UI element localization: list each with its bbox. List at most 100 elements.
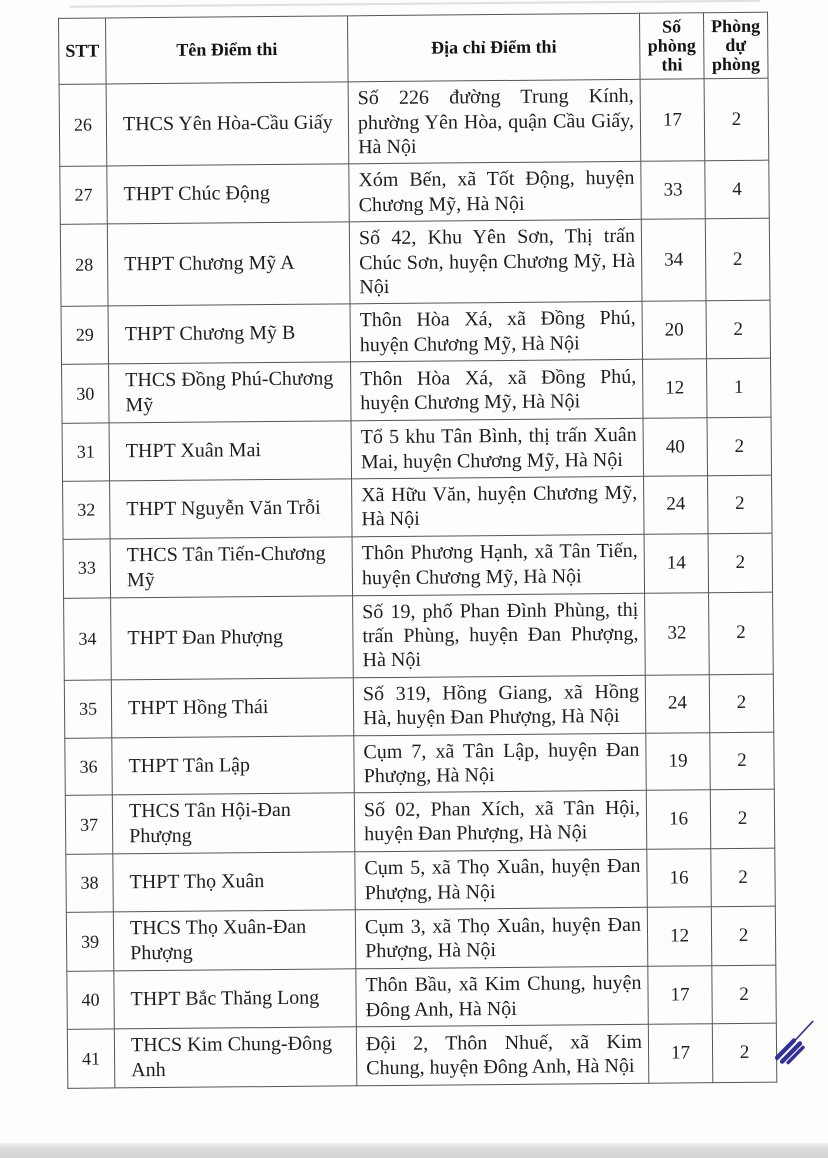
row-site-name: THCS Đồng Phú-Chương Mỹ xyxy=(108,361,352,424)
row-address: Cụm 3, xã Thọ Xuân, huyện Đan Phượng, Hà… xyxy=(355,907,648,970)
row-stt: 34 xyxy=(63,597,112,681)
row-room-count: 17 xyxy=(640,78,705,162)
row-room-count: 33 xyxy=(640,161,706,220)
table-row: 35 THPT Hồng Thái Số 319, Hồng Giang, xã… xyxy=(64,674,774,738)
row-site-name: THCS Thọ Xuân-Đan Phượng xyxy=(113,910,356,972)
row-backup-rooms: 2 xyxy=(704,78,769,162)
row-backup-rooms: 2 xyxy=(709,731,775,791)
row-backup-rooms: 1 xyxy=(706,358,772,418)
row-site-name: THPT Tân Lập xyxy=(111,735,355,796)
row-room-count: 16 xyxy=(646,849,712,908)
row-backup-rooms: 2 xyxy=(705,218,771,302)
row-stt: 29 xyxy=(61,306,109,365)
table-row: 31 THPT Xuân Mai Tổ 5 khu Tân Bình, thị … xyxy=(62,417,772,482)
exam-sites-table: STT Tên Điểm thi Địa chỉ Điểm thi Số phò… xyxy=(58,12,777,1089)
table-row: 39 THCS Thọ Xuân-Đan Phượng Cụm 3, xã Th… xyxy=(66,906,776,972)
row-backup-rooms: 2 xyxy=(712,1023,777,1083)
row-site-name: THPT Bắc Thăng Long xyxy=(113,969,357,1029)
row-address: Số 02, Phan Xích, xã Tân Hội, huyện Đan … xyxy=(354,790,647,853)
table-row: 38 THPT Thọ Xuân Cụm 5, xã Thọ Xuân, huy… xyxy=(65,848,776,913)
row-room-count: 32 xyxy=(644,592,710,676)
row-stt: 39 xyxy=(66,912,114,972)
row-room-count: 12 xyxy=(642,358,708,419)
row-stt: 33 xyxy=(63,538,111,599)
row-site-name: THCS Kim Chung-Đông Anh xyxy=(114,1026,357,1088)
row-room-count: 19 xyxy=(645,732,711,791)
header-row: STT Tên Điểm thi Địa chỉ Điểm thi Số phò… xyxy=(58,12,769,85)
table-row: 40 THPT Bắc Thăng Long Thôn Bầu, xã Kim … xyxy=(66,965,777,1030)
row-stt: 28 xyxy=(60,224,109,307)
row-stt: 27 xyxy=(59,166,108,225)
table-body: 26 THCS Yên Hòa-Cầu Giấy Số 226 đường Tr… xyxy=(59,78,777,1089)
row-stt: 38 xyxy=(65,854,114,913)
row-address: Xóm Bến, xã Tốt Động, huyện Chương Mỹ, H… xyxy=(348,161,642,223)
table-row: 34 THPT Đan Phượng Số 19, phố Phan Đình … xyxy=(63,591,774,681)
table-row: 41 THCS Kim Chung-Đông Anh Đội 2, Thôn N… xyxy=(67,1023,777,1089)
row-stt: 30 xyxy=(61,364,110,424)
col-header-site-name: Tên Điểm thi xyxy=(105,15,349,85)
row-backup-rooms: 2 xyxy=(708,532,773,593)
row-backup-rooms: 2 xyxy=(706,300,771,359)
row-site-name: THPT Nguyễn Văn Trỗi xyxy=(109,478,353,539)
row-site-name: THCS Tân Hội-Đan Phượng xyxy=(112,793,355,855)
row-room-count: 20 xyxy=(642,301,707,360)
table-header: STT Tên Điểm thi Địa chỉ Điểm thi Số phò… xyxy=(58,12,769,85)
row-address: Thôn Bầu, xã Kim Chung, huyện Đông Anh, … xyxy=(355,966,649,1027)
row-backup-rooms: 2 xyxy=(710,848,776,907)
row-room-count: 40 xyxy=(643,417,708,477)
row-address: Đội 2, Thôn Nhuế, xã Kim Chung, huyện Đô… xyxy=(356,1024,649,1086)
table-row: 33 THCS Tân Tiến-Chương Mỹ Thôn Phương H… xyxy=(63,532,773,599)
row-address: Cụm 7, xã Tân Lập, huyện Đan Phượng, Hà … xyxy=(353,732,647,794)
table-row: 37 THCS Tân Hội-Đan Phượng Số 02, Phan X… xyxy=(65,789,775,855)
row-room-count: 12 xyxy=(647,906,712,967)
row-stt: 41 xyxy=(67,1028,115,1089)
row-site-name: THPT Hồng Thái xyxy=(111,677,354,738)
row-backup-rooms: 4 xyxy=(704,160,770,219)
row-site-name: THPT Thọ Xuân xyxy=(112,852,356,913)
row-room-count: 17 xyxy=(647,965,713,1025)
row-address: Cụm 5, xã Thọ Xuân, huyện Đan Phượng, Hà… xyxy=(354,849,648,911)
row-stt: 31 xyxy=(62,423,110,482)
row-stt: 32 xyxy=(62,480,111,540)
row-stt: 37 xyxy=(65,795,113,855)
row-site-name: THPT Đan Phượng xyxy=(110,595,354,680)
scan-edge-shadow xyxy=(0,1143,828,1158)
row-site-name: THPT Xuân Mai xyxy=(109,420,352,481)
row-backup-rooms: 2 xyxy=(707,417,772,476)
row-address: Thôn Hòa Xá, xã Đồng Phú, huyện Chương M… xyxy=(350,301,643,362)
table-row: 27 THPT Chúc Động Xóm Bến, xã Tốt Động, … xyxy=(59,160,770,225)
table-row: 28 THPT Chương Mỹ A Số 42, Khu Yên Sơn, … xyxy=(60,218,771,307)
table-row: 26 THCS Yên Hòa-Cầu Giấy Số 226 đường Tr… xyxy=(59,78,769,167)
row-backup-rooms: 2 xyxy=(709,674,774,733)
row-room-count: 34 xyxy=(641,218,707,302)
row-backup-rooms: 2 xyxy=(711,965,777,1024)
table-row: 32 THPT Nguyễn Văn Trỗi Xã Hữu Văn, huyệ… xyxy=(62,475,773,540)
table-row: 29 THPT Chương Mỹ B Thôn Hòa Xá, xã Đồng… xyxy=(61,300,771,365)
row-address: Số 226 đường Trung Kính, phường Yên Hòa,… xyxy=(348,79,641,165)
row-address: Tổ 5 khu Tân Bình, thị trấn Xuân Mai, hu… xyxy=(351,418,644,479)
row-stt: 35 xyxy=(64,679,112,738)
row-address: Xã Hữu Văn, huyện Chương Mỹ, Hà Nội xyxy=(351,476,645,537)
col-header-address: Địa chỉ Điểm thi xyxy=(347,13,641,83)
row-address: Số 42, Khu Yên Sơn, Thị trấn Chúc Sơn, h… xyxy=(349,219,643,305)
col-header-room-count: Số phòng thi xyxy=(639,12,705,80)
row-address: Số 19, phố Phan Đình Phùng, thị trấn Phù… xyxy=(352,592,646,678)
row-site-name: THPT Chương Mỹ B xyxy=(108,304,351,365)
row-stt: 26 xyxy=(59,84,107,167)
row-room-count: 14 xyxy=(644,533,709,593)
scan-artifact-line xyxy=(69,0,760,8)
row-address: Thôn Phương Hạnh, xã Tân Tiến, huyện Chư… xyxy=(352,533,645,596)
row-site-name: THCS Yên Hòa-Cầu Giấy xyxy=(106,82,349,167)
table-row: 36 THPT Tân Lập Cụm 7, xã Tân Lập, huyện… xyxy=(64,731,775,796)
row-room-count: 24 xyxy=(645,674,710,733)
col-header-stt: STT xyxy=(58,17,107,85)
row-room-count: 24 xyxy=(643,475,709,534)
row-room-count: 17 xyxy=(648,1023,713,1084)
row-backup-rooms: 2 xyxy=(708,591,774,675)
col-header-backup-rooms: Phòng dự phòng xyxy=(703,12,769,79)
scanned-page: STT Tên Điểm thi Địa chỉ Điểm thi Số phò… xyxy=(58,0,814,1089)
table-row: 30 THCS Đồng Phú-Chương Mỹ Thôn Hòa Xá, … xyxy=(61,358,772,424)
row-backup-rooms: 2 xyxy=(707,475,773,534)
row-address: Thôn Hòa Xá, xã Đồng Phú, huyện Chương M… xyxy=(350,359,644,421)
row-room-count: 16 xyxy=(646,790,711,850)
